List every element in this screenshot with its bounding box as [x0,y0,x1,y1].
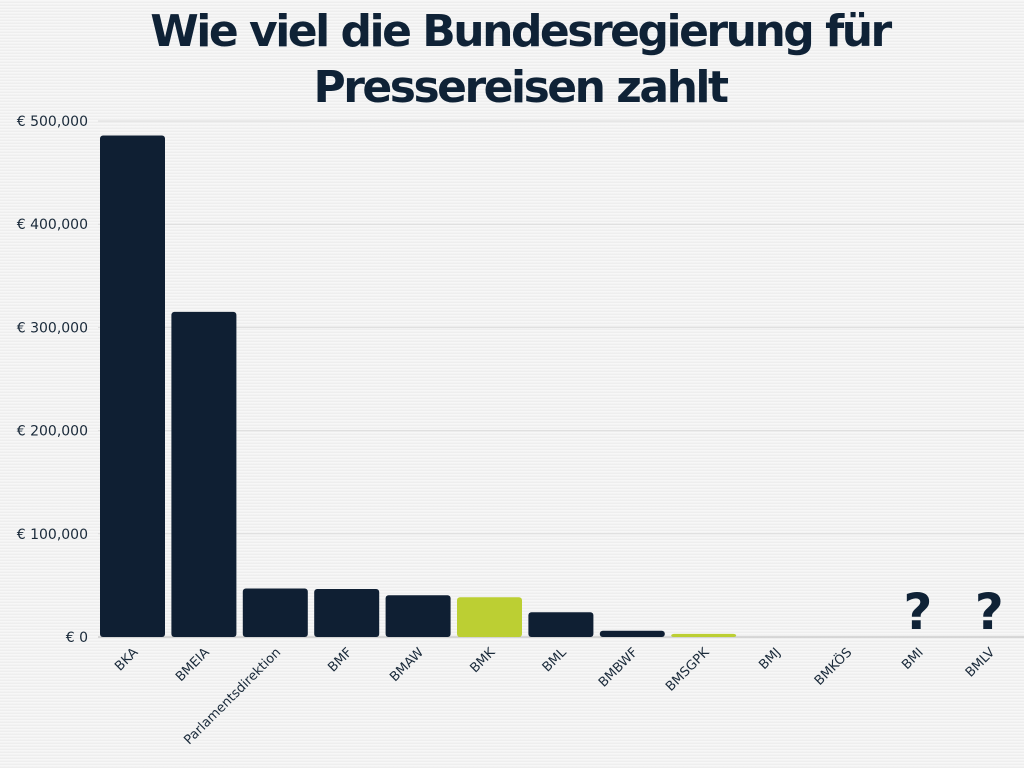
bar-bka [100,135,165,637]
y-tick-label: € 400,000 [17,217,88,233]
x-tick-label: BMJ [756,645,784,673]
y-tick-label: € 0 [66,630,88,646]
x-tick-label: BMEIA [173,645,213,685]
bar-bmsgpk [671,633,737,637]
x-tick-label: BMSGPK [663,645,713,695]
bar-bmeia [171,311,237,637]
x-tick-label: BMBWF [596,645,641,690]
bar-parlamentsdirektion [242,588,308,637]
x-tick-label: BML [540,645,571,676]
bar-bmbwf [599,630,665,637]
y-tick-label: € 100,000 [17,527,88,543]
question-mark-annotation: ? [903,583,932,641]
chart-title: Wie viel die Bundesregierung für Presser… [150,6,892,113]
question-mark-annotation: ? [975,583,1004,641]
x-tick-label: BMLV [963,645,998,680]
x-tick-label: BMF [325,645,355,675]
x-tick-label: BMK [467,645,498,676]
x-tick-label: BKA [112,645,141,674]
y-tick-label: € 200,000 [17,424,88,440]
x-tick-label: BMI [899,645,927,673]
y-tick-label: € 500,000 [17,114,88,130]
bar-bmk [457,597,522,637]
x-tick-label: BMAW [387,645,427,685]
bar-bml [528,612,594,637]
bar-bmaw [385,595,451,637]
bar-bmf [314,589,380,637]
x-tick-label: BMKÖS [810,644,855,689]
y-tick-label: € 300,000 [17,320,88,336]
